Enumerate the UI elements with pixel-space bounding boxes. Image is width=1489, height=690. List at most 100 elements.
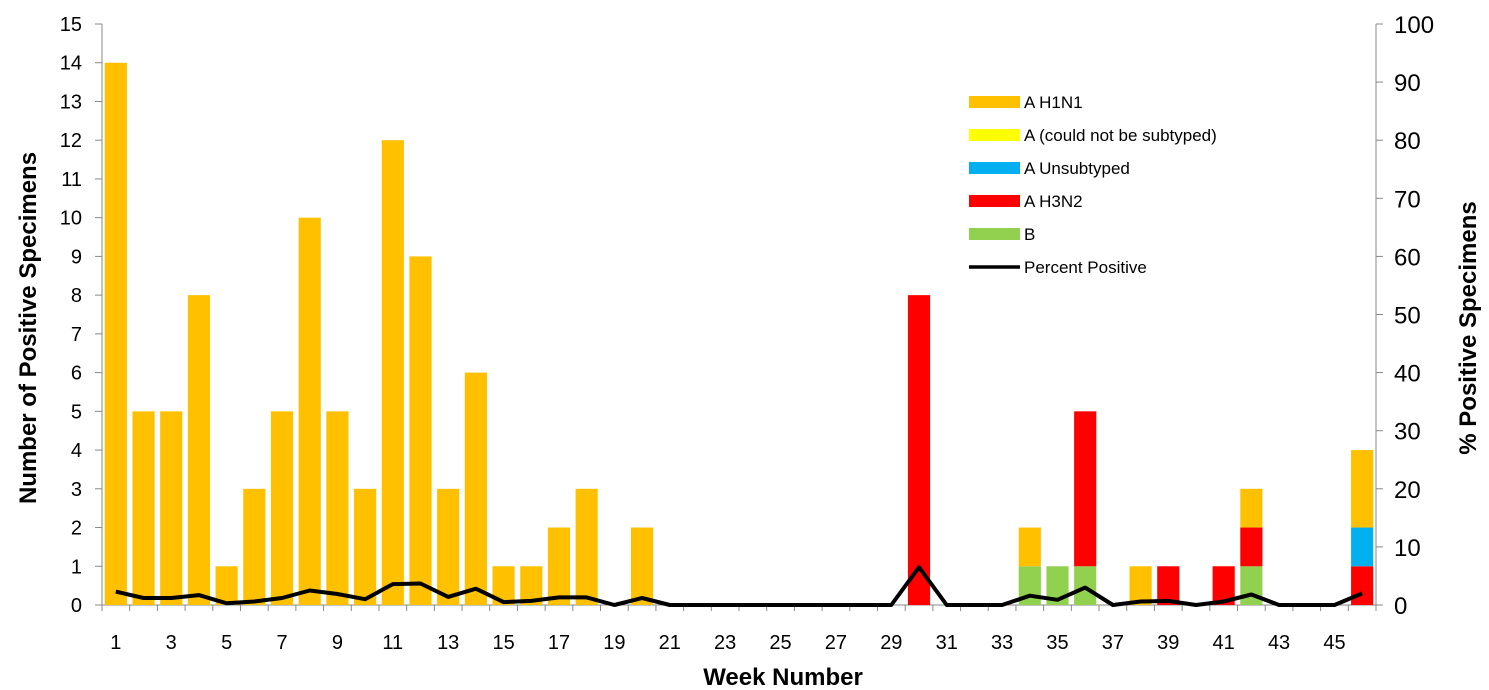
x-tick-label: 5 xyxy=(221,632,232,654)
bar-a-h1n1 xyxy=(1129,566,1152,605)
legend-label-percent-positive: Percent Positive xyxy=(1024,258,1147,277)
bar-a-h3n2 xyxy=(1157,566,1180,605)
y2-tick-label: 50 xyxy=(1394,303,1421,330)
x-tick-label: 15 xyxy=(492,632,514,654)
bar-a-h1n1 xyxy=(354,488,377,605)
bar-a-h1n1 xyxy=(437,488,460,605)
bar-a-h1n1 xyxy=(464,372,487,605)
x-tick-label: 13 xyxy=(437,632,459,654)
y2-tick-label: 40 xyxy=(1394,361,1421,388)
x-tick-label: 23 xyxy=(714,632,736,654)
bar-a-h3n2 xyxy=(907,295,931,605)
y2-tick-label: 0 xyxy=(1394,593,1407,620)
y2-axis-title: % Positive Specimens xyxy=(1455,201,1482,454)
bar-a-h1n1 xyxy=(326,411,349,605)
y-tick-label: 4 xyxy=(71,440,82,462)
bar-a-h1n1 xyxy=(1240,488,1263,528)
x-axis: 1 3 5 7 9 11 13 15 17 19 21 23 25 27 29 31 33 35 37 39 41 43 4… xyxy=(101,604,1377,654)
y-tick-label: 12 xyxy=(60,130,82,152)
percent-line-layer xyxy=(115,565,1363,607)
y-tick-label: 13 xyxy=(60,91,82,113)
y-tick-label: 8 xyxy=(71,285,82,307)
y2-tick-label: 30 xyxy=(1394,419,1421,446)
x-tick-label: 27 xyxy=(825,632,847,654)
legend-swatch-a-could-not-be-subtyped xyxy=(969,129,1020,141)
bar-a-h1n1 xyxy=(630,527,654,605)
y-tick-label: 2 xyxy=(71,518,82,540)
bar-a-h1n1 xyxy=(575,488,598,605)
y-tick-label: 0 xyxy=(71,595,82,617)
x-tick-label: 25 xyxy=(769,632,791,654)
y2-tick-label: 60 xyxy=(1394,244,1421,271)
bars xyxy=(104,62,1374,605)
legend: A H1N1 A (could not be subtyped) A Unsubty… xyxy=(969,93,1217,277)
x-tick-label: 7 xyxy=(276,632,287,654)
legend-label-a-h1n1: A H1N1 xyxy=(1024,93,1083,112)
legend-label-a-unsubtyped: A Unsubtyped xyxy=(1024,159,1130,178)
bar-a-h1n1 xyxy=(1351,450,1374,528)
percent-positive-line xyxy=(115,565,1363,607)
y-tick-label: 3 xyxy=(71,479,82,501)
bar-a-h1n1 xyxy=(520,566,543,605)
legend-swatch-a-h1n1 xyxy=(969,96,1020,108)
bar-a-h3n2 xyxy=(1212,566,1235,605)
x-tick-label: 37 xyxy=(1102,632,1124,654)
x-tick-label: 43 xyxy=(1268,632,1290,654)
bar-a-h1n1 xyxy=(547,527,571,605)
bar-a-h1n1 xyxy=(215,566,238,605)
legend-swatch-b xyxy=(969,228,1020,240)
y-tick-label: 10 xyxy=(60,208,82,230)
bar-a-h3n2 xyxy=(1240,527,1263,567)
x-axis-title: Week Number xyxy=(703,664,863,690)
legend-label-a-could-not-be-subtyped: A (could not be subtyped) xyxy=(1024,126,1217,145)
bar-a-unsubtyped xyxy=(1351,527,1374,567)
bar-a-h1n1 xyxy=(187,295,211,605)
legend-label-a-h3n2: A H3N2 xyxy=(1024,192,1083,211)
y-tick-label: 15 xyxy=(60,14,82,36)
bar-a-h1n1 xyxy=(104,62,127,605)
bar-a-h1n1 xyxy=(160,411,183,605)
y2-tick-label: 20 xyxy=(1394,477,1421,504)
x-tick-label: 11 xyxy=(382,632,403,654)
legend-swatch-a-h3n2 xyxy=(969,195,1020,207)
x-tick-label: 33 xyxy=(991,632,1013,654)
bar-a-h3n2 xyxy=(1074,411,1097,567)
y-tick-label: 14 xyxy=(60,53,82,75)
y2-tick-label: 100 xyxy=(1394,12,1434,39)
y-tick-label: 11 xyxy=(61,169,82,191)
x-tick-label: 9 xyxy=(332,632,343,654)
bar-a-h1n1 xyxy=(298,217,321,605)
y-tick-label: 5 xyxy=(71,401,82,423)
bar-a-h3n2 xyxy=(1351,566,1374,605)
y2-tick-label: 70 xyxy=(1394,186,1421,213)
y-axis-title: Number of Positive Specimens xyxy=(15,152,42,504)
x-tick-label: 45 xyxy=(1323,632,1345,654)
bar-a-h1n1 xyxy=(243,488,266,605)
x-tick-label: 41 xyxy=(1213,632,1235,654)
y-tick-label: 6 xyxy=(71,363,82,385)
legend-label-b: B xyxy=(1024,225,1035,244)
x-tick-label: 19 xyxy=(603,632,625,654)
x-tick-label: 21 xyxy=(659,632,681,654)
bar-a-h1n1 xyxy=(132,411,155,605)
y-tick-label: 7 xyxy=(71,324,82,346)
bar-a-h1n1 xyxy=(270,411,294,605)
y2-tick-label: 80 xyxy=(1394,128,1421,155)
bar-a-h1n1 xyxy=(492,566,515,605)
x-tick-label: 29 xyxy=(880,632,902,654)
y-axis-right: 0 10 20 30 40 50 60 70 80 90 100 xyxy=(1375,12,1434,620)
x-tick-label: 35 xyxy=(1046,632,1068,654)
y2-tick-label: 90 xyxy=(1394,70,1421,97)
x-tick-label: 3 xyxy=(166,632,177,654)
bar-a-h1n1 xyxy=(409,256,432,605)
bar-a-h1n1 xyxy=(381,140,404,605)
legend-swatch-a-unsubtyped xyxy=(969,162,1020,174)
bar-a-h1n1 xyxy=(1018,527,1041,567)
x-tick-label: 39 xyxy=(1157,632,1179,654)
x-tick-label: 1 xyxy=(110,632,121,654)
x-tick-label: 31 xyxy=(936,632,958,654)
y2-tick-label: 10 xyxy=(1394,535,1421,562)
y-tick-label: 1 xyxy=(71,556,82,578)
